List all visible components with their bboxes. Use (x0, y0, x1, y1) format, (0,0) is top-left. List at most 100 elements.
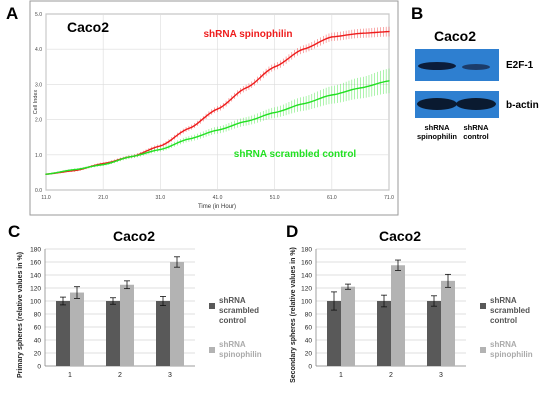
legend-label: scrambled (219, 306, 259, 315)
data-point (188, 127, 190, 130)
y-tick-label: 40 (305, 338, 313, 345)
bar (56, 301, 70, 366)
data-point (302, 103, 304, 105)
legend-swatch (480, 303, 486, 309)
x-tick-label: 31.0 (155, 195, 165, 201)
band-e2f1-lane1 (418, 62, 456, 70)
x-tick-label: 2 (118, 372, 122, 379)
y-tick-label: 60 (34, 325, 42, 332)
western-blot: Caco2 E2F-1 b-actin shRNA spinophilin sh… (415, 28, 539, 141)
x-tick-label: 1 (339, 372, 343, 379)
bar (120, 284, 134, 366)
data-point (302, 48, 304, 50)
legend-label: shRNA (219, 296, 246, 305)
x-tick-label: 71.0 (384, 195, 394, 201)
legend-label: control (219, 316, 246, 325)
lane-label-1b: spinophilin (417, 132, 457, 141)
x-tick-label: 1 (68, 372, 72, 379)
legend-swatch (209, 303, 215, 309)
lane-label-1a: shRNA (424, 123, 450, 132)
blot-title: Caco2 (434, 28, 476, 44)
panel-letter-a: A (6, 4, 19, 23)
y-tick-label: 180 (301, 247, 312, 254)
data-point (159, 148, 162, 151)
bar (341, 286, 355, 366)
y-tick-label: 140 (30, 273, 41, 280)
panel-letter-d: D (286, 222, 299, 241)
data-point (359, 87, 362, 89)
legend-swatch (480, 347, 486, 353)
bar (156, 301, 170, 366)
panel-letter-c: C (8, 222, 21, 241)
bar (106, 301, 120, 366)
band-actin-lane1 (417, 98, 457, 110)
y-tick-label: 100 (301, 299, 312, 306)
panel-letter-b: B (411, 4, 424, 23)
data-point (273, 111, 276, 114)
chart-title: Caco2 (67, 19, 109, 35)
x-tick-label: 21.0 (98, 195, 108, 201)
y-tick-label: 140 (301, 273, 312, 280)
bar (441, 280, 455, 366)
data-point (216, 129, 219, 131)
legend-label: control (490, 316, 517, 325)
series-scrambled-control (45, 68, 390, 175)
legend-label: spinophilin (219, 350, 262, 359)
y-tick-label: 100 (30, 299, 41, 306)
x-tick-label: 41.0 (213, 195, 223, 201)
legend-label: shRNA (490, 296, 517, 305)
band-actin-lane2 (456, 98, 496, 110)
data-point (102, 163, 104, 166)
data-point (359, 32, 362, 35)
legend-label: shRNA (490, 340, 517, 349)
y-axis-label: Primary spheres (relative values in %) (17, 252, 24, 378)
bar (377, 301, 391, 366)
chart-title: Caco2 (379, 228, 421, 244)
y-axis-label: Cell Index (33, 90, 39, 115)
data-point (131, 155, 133, 158)
y-tick-label: 0 (37, 364, 41, 371)
data-point (245, 87, 247, 89)
y-tick-label: 120 (301, 286, 312, 293)
series-label-green: shRNA scrambled control (234, 149, 357, 160)
y-tick-label: 2.0 (35, 118, 42, 124)
x-axis-label: Time (in Hour) (198, 204, 236, 210)
y-axis-label: Secondary spheres (relative values in %) (290, 247, 297, 383)
data-point (73, 168, 76, 171)
legend-label: spinophilin (490, 350, 533, 359)
data-point (388, 80, 390, 82)
band-e2f1-lane2 (462, 64, 490, 70)
x-tick-label: 51.0 (270, 195, 280, 201)
data-point (331, 94, 333, 96)
y-tick-label: 120 (30, 286, 41, 293)
y-tick-label: 0.0 (35, 188, 42, 194)
bar (70, 292, 84, 366)
x-tick-label: 2 (389, 372, 393, 379)
x-tick-label: 3 (439, 372, 443, 379)
y-tick-label: 20 (305, 351, 313, 358)
bar (427, 301, 441, 366)
data-point (388, 30, 390, 33)
data-point (245, 120, 247, 123)
data-point (188, 138, 190, 140)
y-tick-label: 160 (30, 260, 41, 267)
chart-title: Caco2 (113, 228, 155, 244)
data-point (331, 36, 333, 38)
series-label-red: shRNA spinophilin (203, 29, 292, 40)
lane-label-2b: control (463, 132, 488, 141)
x-tick-label: 61.0 (327, 195, 337, 201)
bar (391, 265, 405, 366)
y-tick-label: 0 (308, 364, 312, 371)
data-point (159, 145, 162, 147)
y-tick-label: 80 (34, 312, 42, 319)
legend-swatch (209, 347, 215, 353)
x-tick-label: 11.0 (41, 195, 51, 201)
y-tick-label: 3.0 (35, 82, 42, 88)
cell-index-chart: 0.0 1.0 2.0 3.0 4.0 5.0 11.0 21.0 31.0 41.0 51.0 61… (29, 0, 399, 216)
data-point (45, 173, 47, 175)
y-tick-label: 1.0 (35, 153, 42, 159)
y-tick-label: 180 (30, 247, 41, 254)
bar (170, 262, 184, 366)
y-tick-label: 80 (305, 312, 313, 319)
legend-label: scrambled (490, 306, 530, 315)
